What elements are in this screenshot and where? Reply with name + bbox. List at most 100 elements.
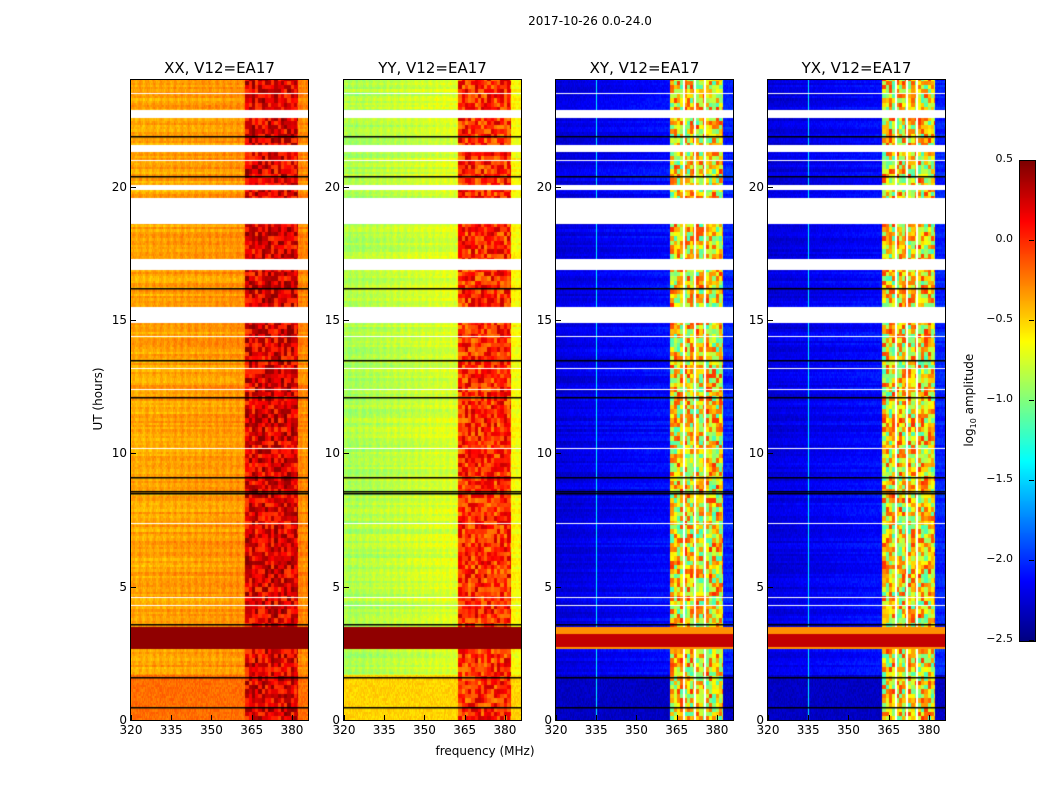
y-tick-label: 15 xyxy=(748,313,764,327)
heatmap-canvas xyxy=(344,80,521,720)
panel-title: XX, V12=EA17 xyxy=(164,59,275,77)
x-tick xyxy=(556,715,557,720)
y-tick-label: 10 xyxy=(324,446,340,461)
x-tick xyxy=(504,715,506,720)
x-tick xyxy=(768,715,769,720)
x-tick-label: 335 xyxy=(372,723,396,737)
y-tick-label: 20 xyxy=(324,179,340,194)
y-tick-label: 20 xyxy=(111,179,127,194)
y-tick-label: 15 xyxy=(111,313,127,327)
panel-title: YX, V12=EA17 xyxy=(801,59,912,77)
heatmap-canvas xyxy=(768,80,945,720)
y-tick xyxy=(768,186,773,188)
y-tick xyxy=(556,720,561,721)
x-tick xyxy=(676,715,678,720)
y-tick-label: 0 xyxy=(544,713,552,727)
colorbar-tick xyxy=(1029,400,1034,401)
y-tick-label: 20 xyxy=(748,179,764,194)
x-tick xyxy=(171,715,173,720)
y-tick xyxy=(131,720,136,721)
x-tick-label: 320 xyxy=(756,723,780,737)
heatmap-panel xyxy=(130,79,309,721)
y-tick-label: 0 xyxy=(119,713,127,727)
colorbar-tick-label: −1.5 xyxy=(986,472,1013,485)
y-tick xyxy=(556,586,561,588)
x-tick xyxy=(251,715,253,720)
colorbar xyxy=(1019,160,1036,642)
colorbar-tick xyxy=(1029,160,1034,161)
colorbar-tick xyxy=(1029,480,1034,481)
x-tick-label: 365 xyxy=(453,723,477,737)
y-tick xyxy=(556,186,561,188)
y-tick xyxy=(131,320,136,321)
y-tick-label: 5 xyxy=(756,579,764,594)
x-tick xyxy=(636,715,638,720)
heatmap-canvas xyxy=(131,80,308,720)
heatmap-panel xyxy=(343,79,522,721)
y-tick xyxy=(344,320,349,321)
x-tick-label: 380 xyxy=(705,723,729,737)
y-tick xyxy=(344,586,349,588)
x-tick-label: 365 xyxy=(240,723,264,737)
y-tick-label: 10 xyxy=(111,446,127,461)
y-tick-label: 5 xyxy=(544,579,552,594)
x-tick xyxy=(291,715,293,720)
colorbar-tick-label: −2.0 xyxy=(986,552,1013,565)
y-tick xyxy=(768,720,773,721)
y-tick xyxy=(344,453,349,455)
x-tick-label: 335 xyxy=(796,723,820,737)
x-tick xyxy=(848,715,850,720)
x-tick xyxy=(888,715,890,720)
y-tick-label: 10 xyxy=(536,446,552,461)
y-tick-label: 5 xyxy=(332,579,340,594)
x-tick xyxy=(928,715,930,720)
y-tick-label: 20 xyxy=(536,179,552,194)
colorbar-tick-label: −2.5 xyxy=(986,632,1013,645)
x-tick xyxy=(211,715,213,720)
y-axis-label: UT (hours) xyxy=(91,367,105,431)
x-tick-label: 350 xyxy=(200,723,223,737)
colorbar-tick xyxy=(1029,560,1034,561)
y-tick xyxy=(131,186,136,188)
colorbar-tick xyxy=(1029,640,1034,641)
y-tick xyxy=(344,186,349,188)
heatmap-panel xyxy=(555,79,734,721)
y-tick-label: 5 xyxy=(119,579,127,594)
x-tick xyxy=(384,715,386,720)
x-tick-label: 350 xyxy=(625,723,648,737)
colorbar-tick xyxy=(1029,240,1034,241)
panel-title: YY, V12=EA17 xyxy=(378,59,487,77)
colorbar-tick xyxy=(1029,320,1034,321)
x-tick-label: 380 xyxy=(493,723,517,737)
x-tick-label: 380 xyxy=(917,723,941,737)
y-tick-label: 15 xyxy=(536,313,552,327)
x-tick xyxy=(424,715,426,720)
colorbar-tick-label: −0.5 xyxy=(986,312,1013,325)
y-tick-label: 15 xyxy=(324,313,340,327)
y-tick xyxy=(556,320,561,321)
x-tick xyxy=(131,715,132,720)
y-tick-label: 0 xyxy=(756,713,764,727)
y-tick xyxy=(131,586,136,588)
x-tick-label: 350 xyxy=(837,723,860,737)
x-tick-label: 365 xyxy=(665,723,689,737)
heatmap-canvas xyxy=(556,80,733,720)
x-axis-label: frequency (MHz) xyxy=(435,744,535,758)
y-tick xyxy=(344,720,349,721)
y-tick xyxy=(768,586,773,588)
colorbar-tick-label: 0.5 xyxy=(995,152,1014,165)
x-tick-label: 335 xyxy=(159,723,183,737)
x-tick xyxy=(716,715,718,720)
x-tick-label: 320 xyxy=(544,723,568,737)
y-tick xyxy=(768,320,773,321)
y-tick xyxy=(556,453,561,455)
colorbar-tick-label: 0.0 xyxy=(995,232,1014,245)
x-tick xyxy=(596,715,598,720)
y-tick xyxy=(768,453,773,455)
figure-title: 2017-10-26 0.0-24.0 xyxy=(528,14,652,28)
x-tick xyxy=(808,715,810,720)
y-tick-label: 10 xyxy=(748,446,764,461)
x-tick-label: 320 xyxy=(332,723,356,737)
x-tick-label: 365 xyxy=(877,723,901,737)
